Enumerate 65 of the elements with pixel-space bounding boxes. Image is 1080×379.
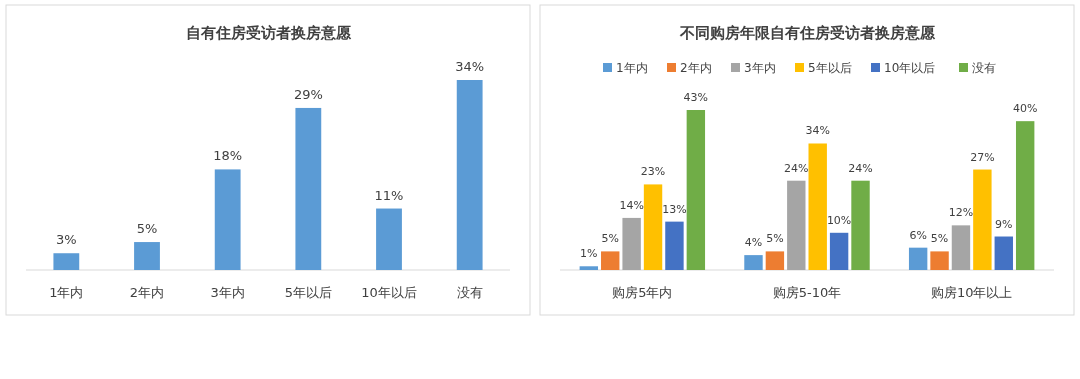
data-label: 34% [455,59,485,74]
bar [994,236,1013,270]
x-tick-label: 10年以后 [361,285,417,300]
bar [1015,121,1035,270]
x-tick-label: 5年以后 [284,285,332,300]
bar [295,107,322,270]
data-label: 34% [805,124,830,138]
bar [686,110,706,270]
data-label: 9% [995,217,1013,231]
bar [951,225,971,270]
data-label: 10% [826,213,852,227]
bar [908,247,928,270]
bar [851,180,870,270]
legend-label: 1年内 [616,61,648,75]
bar [601,251,620,270]
data-label: 6% [909,228,927,242]
data-label: 1% [580,247,598,261]
data-label: 5% [136,221,158,237]
legend-label: 没有 [972,61,996,75]
bar [53,253,80,270]
bar [456,80,483,270]
legend-label: 2年内 [680,61,712,75]
bar [579,266,599,270]
data-label: 11% [374,187,404,203]
data-label: 5% [930,232,949,246]
chart-title: 自有住房受访者换房意愿 [185,24,352,42]
data-label: 4% [744,236,763,250]
legend-label: 10年以后 [884,61,936,75]
data-label: 5% [601,232,619,246]
bar [214,169,241,270]
data-label: 43% [683,91,709,104]
data-label: 24% [848,161,873,175]
x-tick-label: 没有 [456,285,483,300]
data-label: 40% [1012,102,1038,116]
chart-title: 不同购房年限自有住房受访者换房意愿 [678,24,936,42]
data-label: 29% [293,86,323,102]
data-label: 14% [619,198,644,212]
data-label: 5% [766,232,784,246]
bar [622,217,641,270]
bar [808,143,827,270]
data-label: 27% [970,150,995,164]
bar [973,169,992,270]
bar [665,221,684,270]
data-label: 23% [640,165,666,179]
data-label: 24% [784,161,809,175]
bar [787,180,806,270]
x-tick-label: 购房10年以上 [930,285,1013,300]
bar [134,242,160,270]
data-label: 3% [56,232,77,248]
x-tick-label: 购房5年内 [612,285,673,300]
bar [829,232,849,270]
data-label: 13% [662,202,687,216]
x-tick-label: 2年内 [129,285,165,300]
bar [376,208,402,270]
legend-label: 5年以后 [808,61,852,75]
bar [765,251,785,270]
data-label: 12% [948,206,974,220]
bar [930,251,949,270]
x-tick-label: 1年内 [49,285,84,300]
bar [744,255,763,270]
x-tick-label: 购房5-10年 [772,285,842,300]
x-tick-label: 3年内 [210,285,245,300]
bar [643,184,663,270]
data-label: 18% [213,148,243,164]
legend-label: 3年内 [744,61,776,75]
